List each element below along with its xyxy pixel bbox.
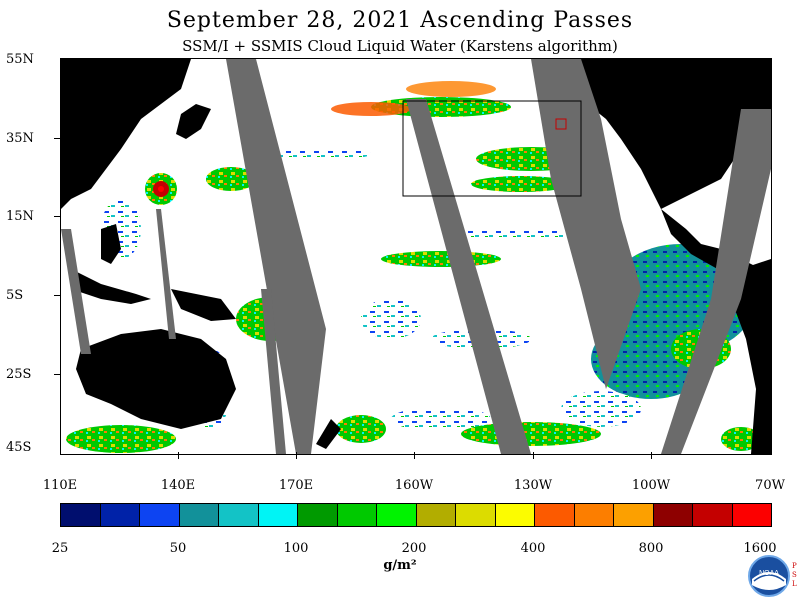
lon-label-170e: 170E (278, 478, 314, 493)
lat-tick (54, 295, 60, 296)
lon-label-160w: 160W (394, 478, 434, 493)
colorbar-swatch (574, 504, 614, 526)
colorbar-swatch (258, 504, 298, 526)
colorbar (60, 503, 772, 527)
lon-label-100w: 100W (631, 478, 671, 493)
noaa-logo-text: NOAA (759, 570, 779, 577)
colorbar-swatch (653, 504, 693, 526)
colorbar-unit: g/m² (383, 558, 417, 573)
lon-label-70w: 70W (755, 478, 785, 493)
colorbar-swatch (179, 504, 219, 526)
colorbar-swatch (456, 504, 496, 526)
lon-tick (414, 452, 415, 459)
colorbar-label: 400 (520, 541, 546, 556)
lon-label-140e: 140E (160, 478, 196, 493)
colorbar-label: 200 (401, 541, 427, 556)
lat-label-5s: 5S (6, 288, 24, 303)
land-masses (61, 59, 771, 454)
lon-tick (178, 452, 179, 459)
map-canvas (61, 59, 771, 454)
colorbar-swatch (495, 504, 535, 526)
colorbar-swatch (614, 504, 654, 526)
colorbar-swatch (298, 504, 338, 526)
noaa-logo: NOAA (748, 555, 790, 597)
colorbar-swatch (732, 504, 771, 526)
lon-tick (296, 452, 297, 459)
colorbar-label: 100 (283, 541, 309, 556)
colorbar-label: 800 (638, 541, 664, 556)
cloud-liquid-water-map (60, 58, 772, 455)
colorbar-swatch (140, 504, 180, 526)
colorbar-swatch (219, 504, 259, 526)
colorbar-swatch (693, 504, 733, 526)
lat-label-25s: 25S (6, 367, 32, 382)
lat-tick (54, 138, 60, 139)
region-box (402, 100, 582, 197)
colorbar-label: 25 (51, 541, 69, 556)
colorbar-swatch (377, 504, 417, 526)
lon-label-130w: 130W (513, 478, 553, 493)
lat-tick (54, 216, 60, 217)
colorbar-swatch (337, 504, 377, 526)
lon-tick (651, 452, 652, 459)
lat-label-55n: 55N (6, 52, 34, 67)
chart-subtitle: SSM/I + SSMIS Cloud Liquid Water (Karste… (182, 37, 618, 55)
colorbar-swatch (100, 504, 140, 526)
lat-tick (54, 374, 60, 375)
colorbar-label: 50 (169, 541, 187, 556)
lat-label-15n: 15N (6, 209, 34, 224)
small-region-box (555, 118, 567, 130)
colorbar-swatch (61, 504, 101, 526)
colorbar-label: 1600 (743, 541, 777, 556)
lat-label-35n: 35N (6, 131, 34, 146)
lon-label-110e: 110E (42, 478, 78, 493)
no-data-swaths (61, 59, 771, 454)
colorbar-swatch (416, 504, 456, 526)
lon-tick (533, 452, 534, 459)
chart-title: September 28, 2021 Ascending Passes (166, 8, 634, 33)
colorbar-swatch (535, 504, 575, 526)
lat-label-45s: 45S (6, 440, 32, 455)
